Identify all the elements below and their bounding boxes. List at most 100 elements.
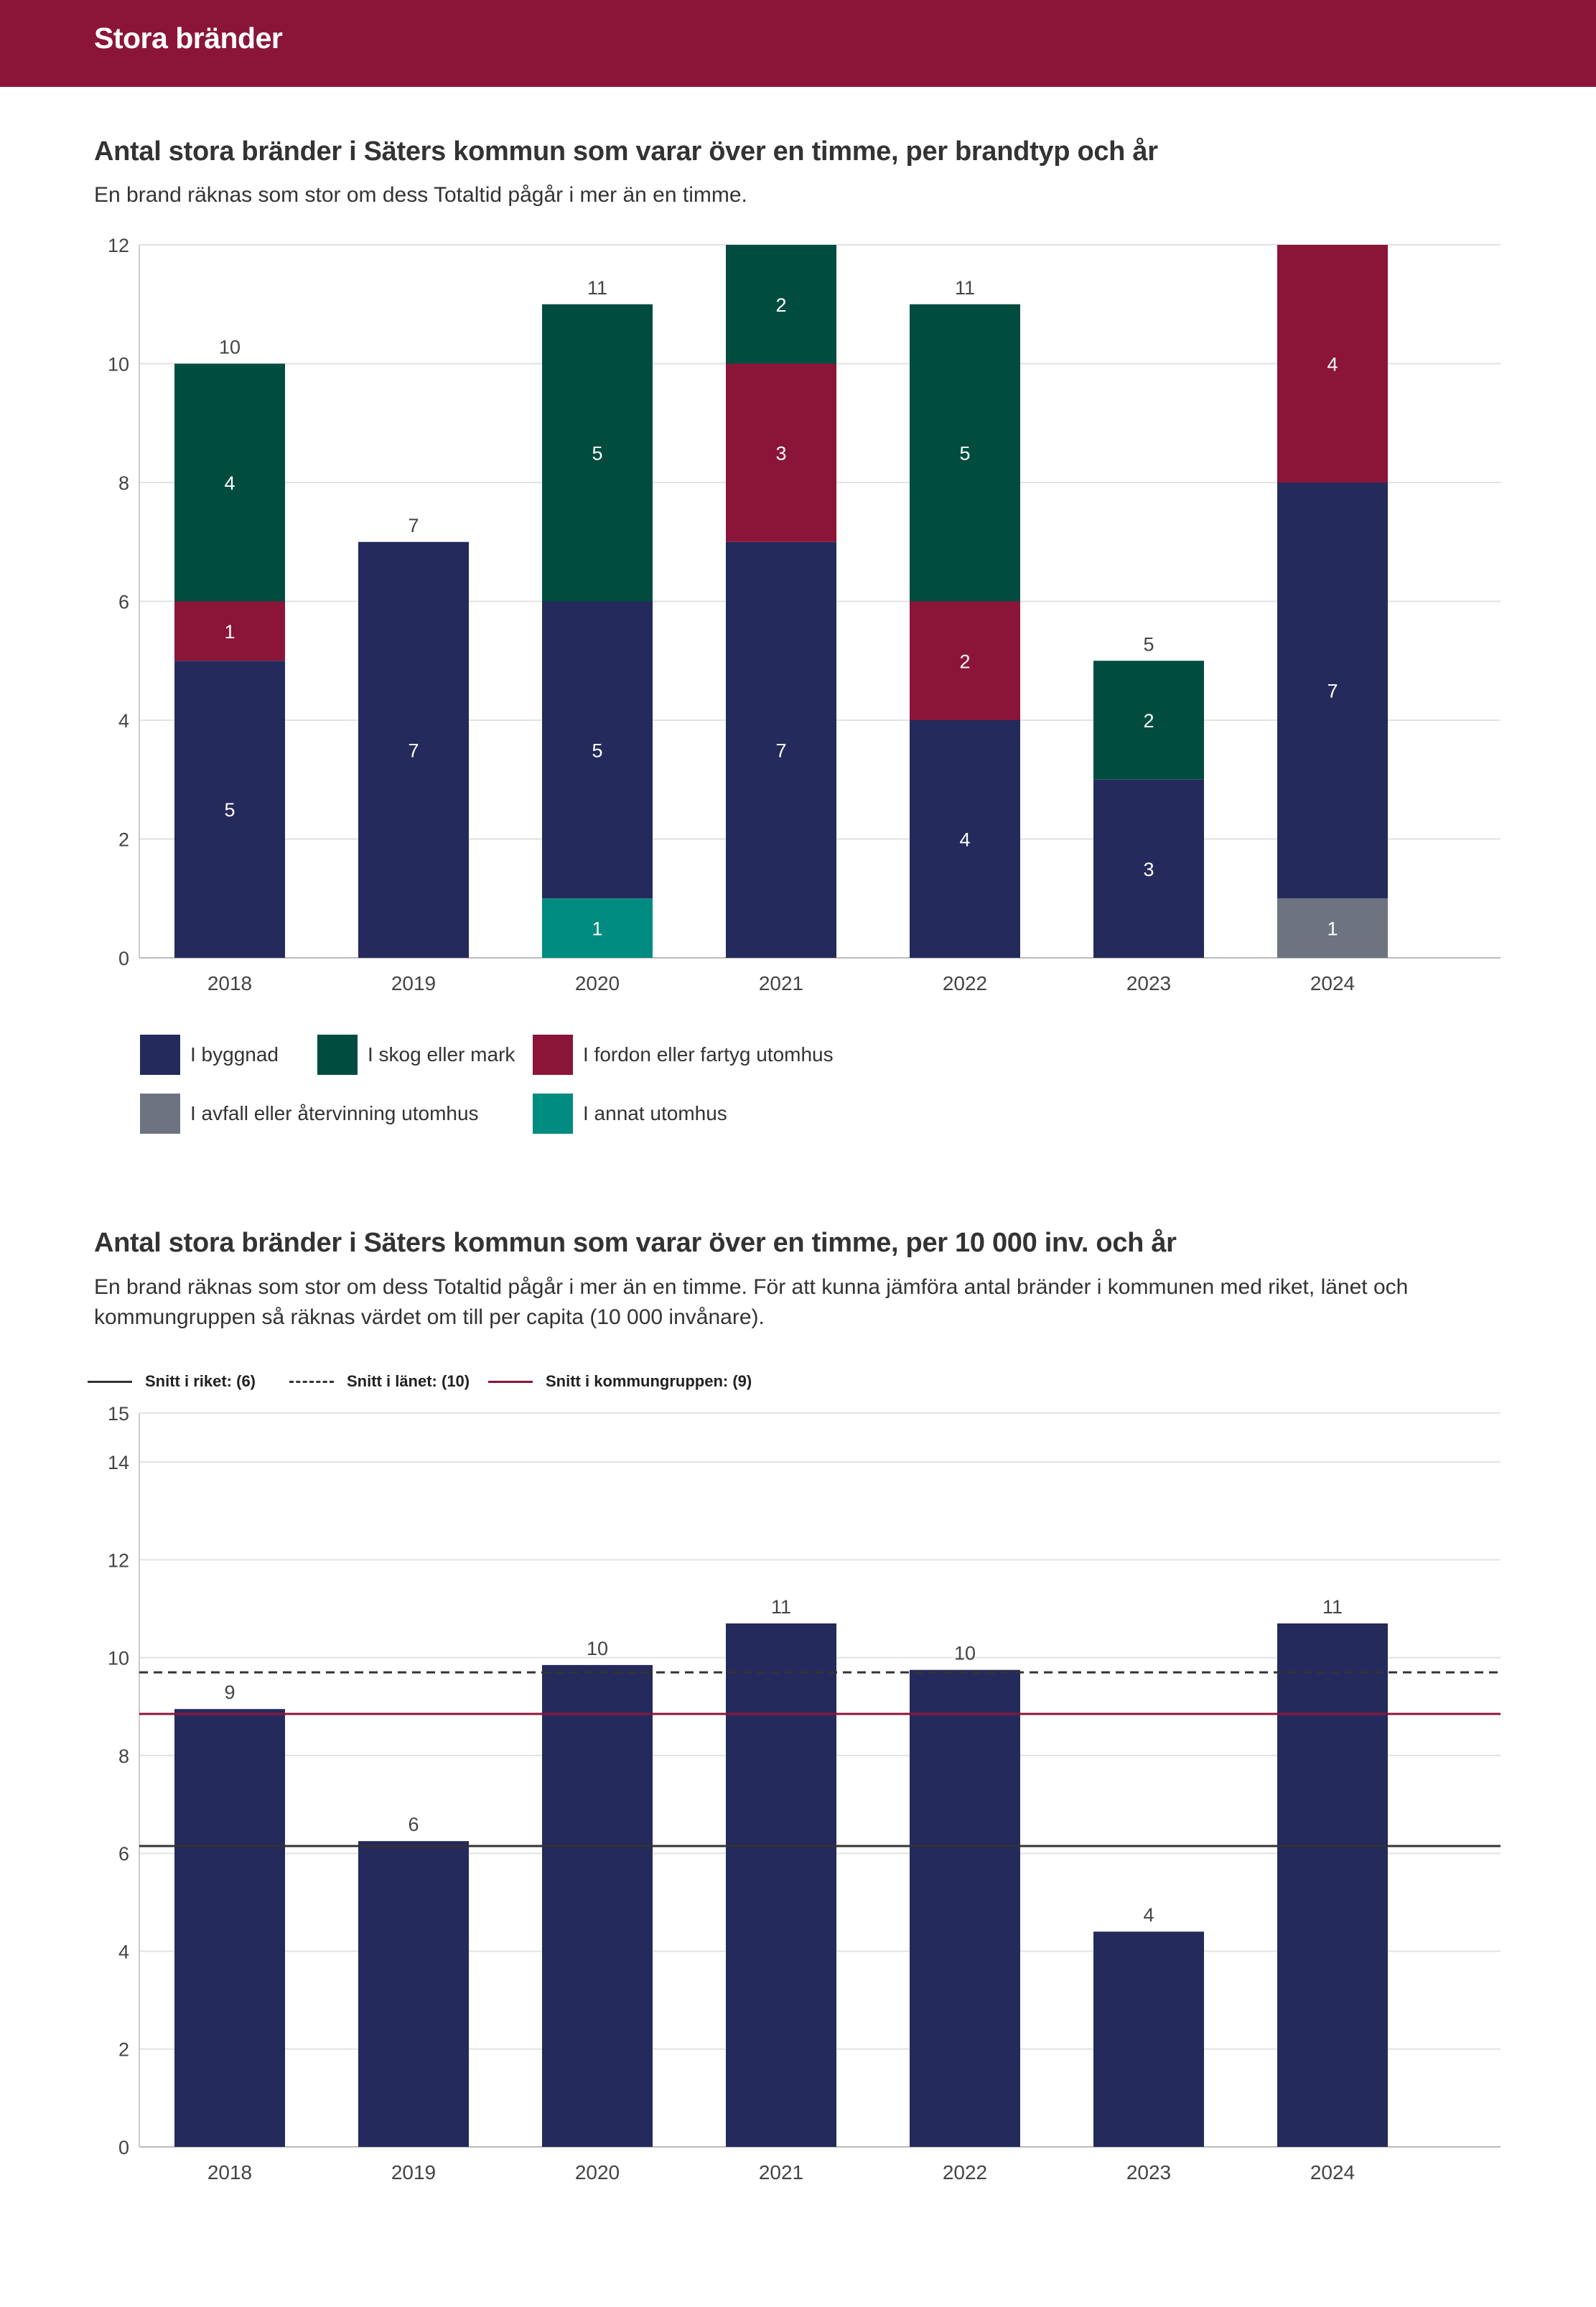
chart1-bar-segment: [174, 661, 285, 958]
chart1-segment-label: 2: [959, 651, 970, 672]
chart1-bar-segment: [1277, 898, 1388, 958]
chart1-y-tick-label: 6: [118, 592, 129, 613]
chart1-bar-segment: [726, 363, 836, 542]
chart1-bar-segment: [174, 363, 285, 602]
chart1-total-label: 11: [587, 277, 607, 299]
chart1-legend-item: I annat utomhus: [533, 1093, 727, 1134]
chart1-segment-label: 4: [959, 829, 970, 851]
chart1-legend-swatch: [140, 1094, 180, 1134]
chart2-y-tick-label: 12: [108, 1549, 129, 1571]
ref-legend-riket-label: Snitt i riket: (6): [145, 1372, 256, 1390]
chart1-y-tick-label: 10: [108, 354, 129, 376]
chart1-legend-label: I fordon eller fartyg utomhus: [583, 1043, 834, 1066]
chart2-x-tick-label: 2020: [575, 2161, 620, 2184]
chart1-legend-label: I skog eller mark: [368, 1043, 515, 1066]
ref-legend-riket: Snitt i riket: (6): [88, 1367, 256, 1396]
chart1-segment-label: 7: [775, 740, 786, 761]
chart2-value-label: 4: [1143, 1904, 1154, 1926]
ref-legend-riket-line: [88, 1380, 132, 1383]
page-header: Stora bränder: [0, 0, 1596, 87]
chart1-segment-label: 3: [1143, 859, 1154, 880]
chart1-bar-segment: [726, 245, 836, 364]
chart1-segment-label: 4: [224, 472, 235, 494]
chart1-total-label: 10: [219, 337, 241, 358]
chart1-legend-swatch: [533, 1094, 573, 1134]
chart1-legend: I byggnad I skog eller mark I fordon eller…: [140, 1034, 1002, 1134]
chart1-x-tick-label: 2020: [575, 972, 620, 994]
chart2-y-tick-label: 8: [118, 1746, 129, 1767]
chart2-value-label: 11: [771, 1596, 791, 1618]
chart2-bar: [542, 1664, 653, 2147]
chart1-legend-label: I annat utomhus: [583, 1102, 727, 1124]
chart1-total-label: 7: [408, 515, 419, 536]
chart1-segment-label: 5: [224, 799, 235, 821]
chart1-segment-label: 2: [775, 294, 786, 316]
chart2-y-tick-label: 4: [118, 1941, 129, 1962]
chart1-x-tick-label: 2019: [391, 972, 436, 994]
chart1-y-tick-label: 12: [108, 235, 129, 256]
chart1-y-tick-label: 8: [118, 472, 129, 494]
chart1-total-label: 11: [955, 277, 975, 299]
chart2-value-label: 10: [587, 1638, 608, 1659]
chart2-y-tick-label: 10: [108, 1648, 129, 1669]
chart1-segment-label: 7: [1327, 681, 1338, 702]
chart1-segment-label: 2: [1143, 710, 1154, 732]
chart1-title: Antal stora bränder i Säters kommun som …: [94, 136, 1158, 167]
chart2-subtitle: En brand räknas som stor om dess Totalti…: [94, 1275, 1409, 1329]
chart1-bar-segment: [1093, 661, 1204, 780]
chart1-segment-label: 5: [592, 443, 602, 465]
chart2-value-label: 10: [954, 1643, 976, 1664]
chart2-title: Antal stora bränder i Säters kommun som …: [94, 1228, 1177, 1258]
chart1-bar-segment: [910, 720, 1020, 958]
chart2-bar: [726, 1623, 836, 2147]
chart1-legend-item: I byggnad: [140, 1034, 279, 1076]
chart2-bar-chart: 0 2 4 6 8 10 12 14 15 9 2018 6 2019 10 2020 11 2021 10 202…: [108, 1403, 1501, 2184]
ref-legend-lanet-label: Snitt i länet: (10): [347, 1372, 470, 1390]
chart1-bar-segment: [910, 601, 1020, 720]
chart1-segment-label: 3: [775, 443, 786, 465]
chart2-bar: [358, 1841, 469, 2147]
page-header-title: Stora bränder: [94, 22, 283, 55]
chart2-x-tick-label: 2021: [759, 2161, 803, 2184]
ref-legend-kommungrupp-line: [488, 1380, 533, 1383]
chart2-bar: [1277, 1623, 1388, 2147]
ref-legend-kommungrupp-label: Snitt i kommungruppen: (9): [546, 1372, 752, 1390]
chart1-x-tick-label: 2023: [1126, 972, 1171, 994]
chart2-x-tick-label: 2024: [1310, 2161, 1355, 2184]
chart1-segment-label: 5: [959, 443, 970, 465]
chart2-bar: [1093, 1931, 1204, 2147]
chart2-value-label: 11: [1322, 1596, 1343, 1618]
chart1-legend-label: I avfall eller återvinning utomhus: [190, 1102, 479, 1124]
chart1-legend-label: I byggnad: [190, 1043, 279, 1066]
chart1-segment-label: 5: [592, 740, 602, 761]
chart1-bar-segment: [542, 304, 653, 602]
chart2-bar: [174, 1709, 285, 2147]
chart1-bar-segment: [726, 541, 836, 958]
chart1-bar-segment: [1277, 483, 1388, 899]
chart1-total-label: 5: [1143, 633, 1154, 655]
chart2-bar: [910, 1669, 1020, 2147]
chart1-bar-segment: [1277, 245, 1388, 483]
chart2-y-tick-label: 2: [118, 2039, 129, 2061]
chart2-value-label: 6: [408, 1814, 419, 1835]
chart1-bar-segment: [910, 304, 1020, 602]
chart2-y-tick-label: 0: [118, 2137, 129, 2158]
chart1-y-tick-label: 2: [118, 829, 129, 851]
chart2-x-tick-label: 2018: [207, 2161, 252, 2184]
chart1-legend-item: I fordon eller fartyg utomhus: [533, 1034, 834, 1076]
chart2-x-tick-label: 2023: [1126, 2161, 1171, 2184]
chart1-segment-label: 1: [224, 621, 235, 643]
chart1-segment-label: 1: [592, 918, 602, 940]
ref-legend-lanet: Snitt i länet: (10): [289, 1367, 470, 1396]
chart1-legend-swatch: [140, 1035, 180, 1075]
chart2-y-tick-label: 6: [118, 1843, 129, 1865]
chart1-bar-segment: [174, 601, 285, 661]
chart1-legend-item: I avfall eller återvinning utomhus: [140, 1093, 479, 1134]
chart2-y-tick-label: 14: [108, 1452, 129, 1473]
chart1-y-tick-label: 0: [118, 948, 129, 969]
chart1-x-tick-label: 2021: [759, 972, 803, 994]
chart1-x-tick-label: 2024: [1310, 972, 1355, 994]
chart1-bar-segment: [358, 541, 469, 958]
chart1-segment-label: 1: [1327, 918, 1338, 940]
ref-legend-lanet-line: [289, 1380, 334, 1383]
